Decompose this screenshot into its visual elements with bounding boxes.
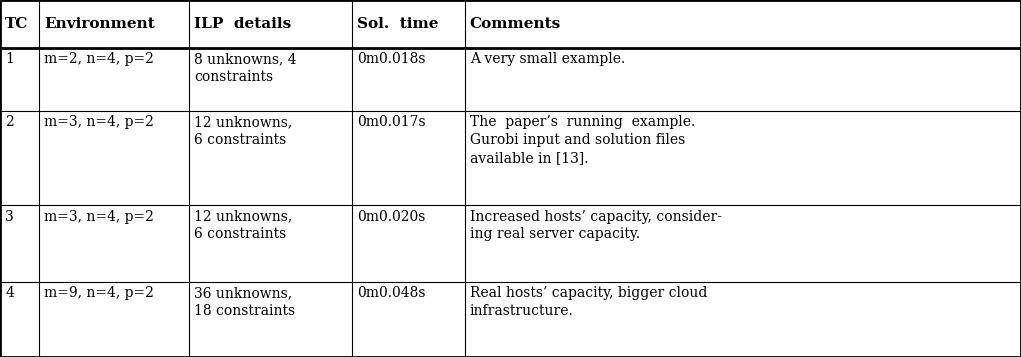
Text: 0m0.048s: 0m0.048s (357, 286, 426, 300)
Text: 36 unknowns,
18 constraints: 36 unknowns, 18 constraints (194, 286, 295, 318)
Text: 0m0.020s: 0m0.020s (357, 210, 426, 223)
Text: 2: 2 (5, 115, 14, 129)
Text: A very small example.: A very small example. (470, 52, 625, 66)
Text: Increased hosts’ capacity, consider-
ing real server capacity.: Increased hosts’ capacity, consider- ing… (470, 210, 722, 241)
Text: m=9, n=4, p=2: m=9, n=4, p=2 (44, 286, 154, 300)
Text: 4: 4 (5, 286, 14, 300)
Text: 0m0.018s: 0m0.018s (357, 52, 426, 66)
Text: Environment: Environment (44, 17, 154, 31)
Text: 12 unknowns,
6 constraints: 12 unknowns, 6 constraints (194, 115, 292, 147)
Text: 1: 1 (5, 52, 14, 66)
Text: m=2, n=4, p=2: m=2, n=4, p=2 (44, 52, 154, 66)
Text: 3: 3 (5, 210, 14, 223)
Text: 8 unknowns, 4
constraints: 8 unknowns, 4 constraints (194, 52, 297, 84)
Text: The  paper’s  running  example.
Gurobi input and solution files
available in [13: The paper’s running example. Gurobi inpu… (470, 115, 695, 165)
Text: Sol.  time: Sol. time (357, 17, 439, 31)
Text: Comments: Comments (470, 17, 561, 31)
Text: TC: TC (5, 17, 29, 31)
Text: m=3, n=4, p=2: m=3, n=4, p=2 (44, 115, 154, 129)
Text: ILP  details: ILP details (194, 17, 291, 31)
Text: m=3, n=4, p=2: m=3, n=4, p=2 (44, 210, 154, 223)
Text: Real hosts’ capacity, bigger cloud
infrastructure.: Real hosts’ capacity, bigger cloud infra… (470, 286, 707, 318)
Text: 12 unknowns,
6 constraints: 12 unknowns, 6 constraints (194, 210, 292, 241)
Text: 0m0.017s: 0m0.017s (357, 115, 426, 129)
